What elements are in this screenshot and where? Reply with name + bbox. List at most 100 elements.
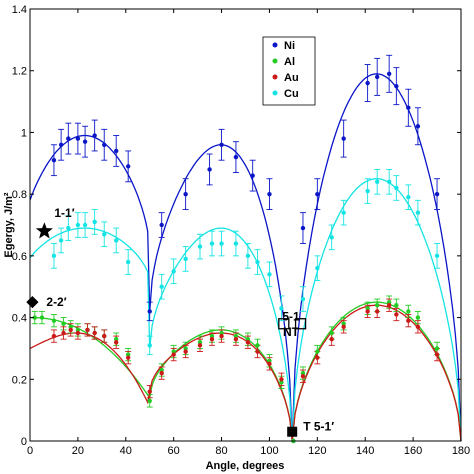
annotation-label: 5-1 — [282, 310, 300, 324]
point-ni — [159, 222, 164, 228]
point-ni — [300, 225, 306, 231]
point-au — [219, 333, 224, 339]
fit-curve-au — [29, 304, 462, 442]
point-ni — [58, 142, 64, 147]
point-ni — [207, 167, 212, 172]
annotation-open-square — [294, 318, 307, 330]
point-cu — [92, 219, 97, 225]
point-al — [39, 315, 45, 320]
point-au — [51, 333, 57, 339]
point-al — [32, 315, 37, 320]
point-ni — [66, 136, 71, 141]
point-au — [255, 349, 260, 354]
point-al — [75, 327, 81, 333]
point-ni — [315, 191, 320, 197]
y-tick-label: 1.2 — [12, 66, 27, 78]
point-cu — [147, 343, 152, 348]
point-ni — [267, 191, 272, 197]
point-cu — [209, 241, 215, 246]
x-tick-label: 20 — [72, 445, 84, 457]
annotation-star-marker — [35, 222, 53, 239]
point-cu — [233, 241, 239, 246]
point-cu — [434, 253, 440, 259]
point-al — [219, 330, 224, 336]
point-al — [183, 346, 188, 351]
point-cu — [102, 232, 107, 237]
y-tick-label: 0.6 — [12, 251, 27, 263]
point-au — [365, 309, 370, 314]
point-au — [92, 330, 97, 336]
point-al — [386, 299, 392, 305]
point-cu — [394, 185, 399, 191]
point-ni — [374, 74, 380, 80]
point-al — [51, 318, 57, 323]
point-cu — [374, 179, 380, 184]
point-au — [406, 318, 411, 323]
point-au — [85, 327, 90, 333]
error-bars — [31, 54, 441, 408]
point-ni — [394, 83, 399, 89]
legend-marker-au — [272, 74, 278, 80]
x-axis-label: Angle, degrees — [206, 460, 285, 472]
point-al — [171, 349, 176, 354]
point-cu — [82, 222, 88, 228]
point-cu — [300, 296, 306, 302]
point-au — [61, 330, 66, 336]
y-tick-label: 0.8 — [12, 189, 27, 201]
point-ni — [75, 136, 81, 141]
point-cu — [171, 269, 176, 274]
y-tick-label: 0.4 — [12, 313, 27, 325]
annotation-filled-square — [287, 426, 298, 437]
data-points — [32, 71, 440, 444]
point-cu — [255, 259, 260, 265]
point-ni — [386, 71, 392, 77]
point-au — [197, 343, 203, 348]
point-al — [374, 303, 380, 308]
legend-box — [262, 36, 316, 106]
point-al — [415, 315, 421, 320]
legend-label-al: Al — [284, 56, 295, 68]
point-au — [102, 333, 107, 339]
point-au — [147, 389, 152, 394]
plot-frame — [29, 8, 462, 442]
legend-label-au: Au — [284, 72, 299, 84]
point-ni — [147, 309, 152, 314]
point-ni — [341, 136, 346, 141]
point-ni — [415, 124, 421, 129]
point-al — [125, 352, 131, 357]
point-ni — [92, 133, 97, 138]
point-cu — [279, 306, 284, 311]
point-cu — [58, 238, 64, 243]
point-ni — [114, 148, 119, 154]
x-tick-label: 100 — [260, 445, 278, 457]
fit-curve-cu — [29, 178, 462, 442]
point-au — [114, 340, 119, 345]
point-al — [394, 303, 399, 308]
point-cu — [386, 179, 392, 184]
y-tick-label: 1.4 — [12, 4, 27, 16]
point-cu — [66, 225, 71, 231]
point-cu — [365, 188, 370, 194]
point-au — [209, 336, 215, 342]
point-al — [267, 358, 272, 363]
point-cu — [315, 266, 320, 271]
point-al — [114, 336, 119, 342]
point-au — [245, 340, 251, 345]
legend: Ni Al Au Cu — [262, 36, 316, 106]
point-cu — [329, 235, 334, 240]
point-al — [68, 324, 73, 330]
point-ni — [102, 142, 107, 147]
x-tick-label: 80 — [215, 445, 227, 457]
point-cu — [75, 222, 81, 228]
legend-label-ni: Ni — [284, 40, 295, 52]
point-cu — [406, 195, 411, 200]
x-tick-label: 140 — [356, 445, 374, 457]
point-au — [267, 361, 272, 367]
point-al — [209, 333, 215, 339]
annotation-label: NT — [283, 325, 300, 339]
legend-label-cu: Cu — [284, 88, 299, 100]
point-ni — [434, 191, 440, 197]
point-au — [183, 349, 188, 354]
point-al — [315, 349, 320, 354]
